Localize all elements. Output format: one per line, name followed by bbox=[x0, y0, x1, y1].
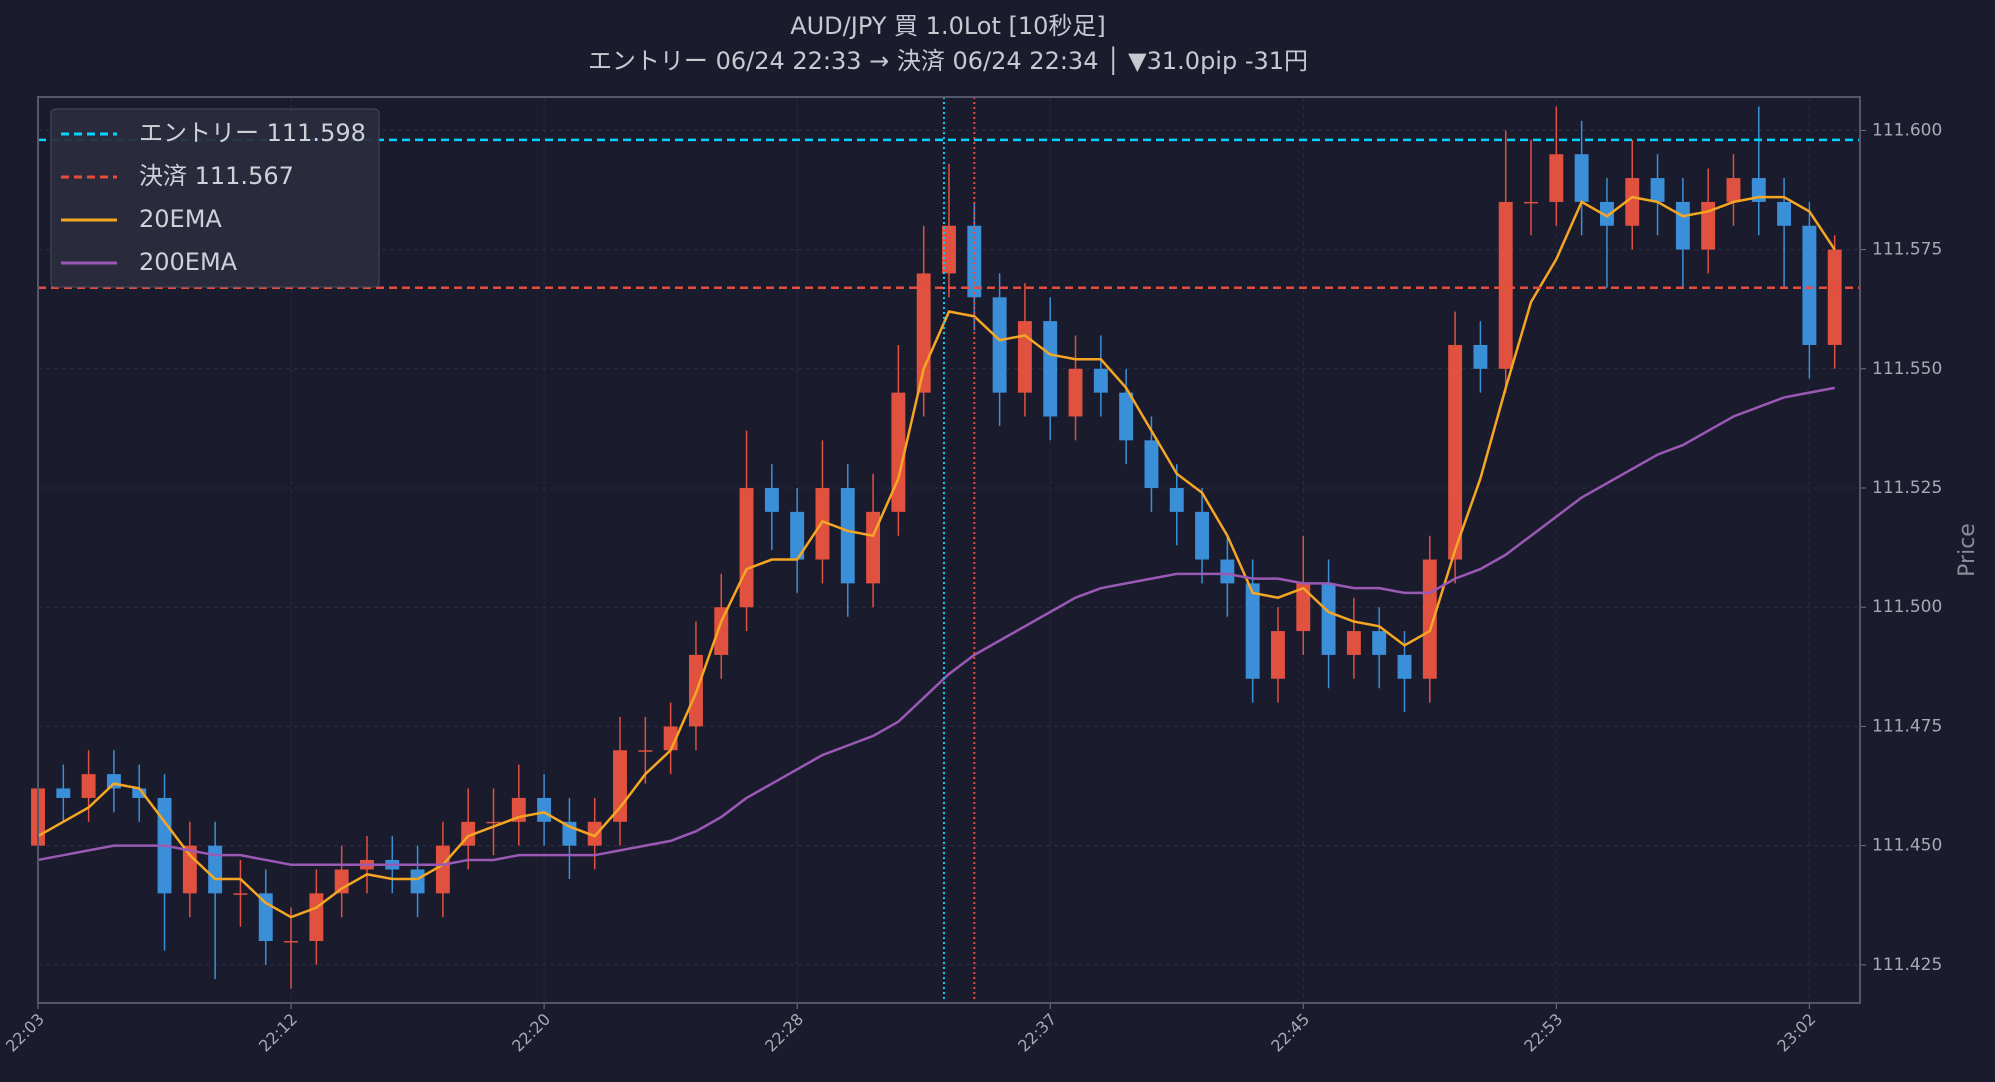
candle-body bbox=[309, 893, 324, 942]
chart-title: AUD/JPY 買 1.0Lot [10秒足] bbox=[790, 12, 1106, 40]
candle-body bbox=[182, 845, 197, 894]
candle-body bbox=[1726, 178, 1741, 202]
y-tick-label: 111.575 bbox=[1872, 240, 1942, 260]
candle-body bbox=[815, 488, 830, 560]
y-tick-label: 111.550 bbox=[1872, 359, 1942, 379]
candle-body bbox=[1397, 654, 1412, 679]
candle-body bbox=[132, 788, 147, 798]
candle-body bbox=[1549, 154, 1564, 202]
legend-label: 決済 111.567 bbox=[139, 162, 294, 190]
candle-body bbox=[587, 821, 602, 846]
candle-body bbox=[638, 750, 653, 752]
candle-body bbox=[1119, 392, 1134, 441]
chart-subtitle: エントリー 06/24 22:33 → 決済 06/24 22:34 │ ▼31… bbox=[588, 46, 1308, 75]
candle-body bbox=[81, 774, 96, 798]
candle-body bbox=[56, 788, 71, 798]
candle-body bbox=[1169, 488, 1184, 512]
ema-line bbox=[37, 195, 1836, 919]
candle-body bbox=[1245, 583, 1260, 679]
y-tick-label: 111.450 bbox=[1872, 836, 1942, 856]
candle-body bbox=[208, 845, 223, 894]
candle-body bbox=[1195, 511, 1210, 560]
candle-body bbox=[410, 869, 425, 894]
candle-body bbox=[1524, 201, 1538, 204]
candle-body bbox=[106, 774, 121, 789]
y-axis-label: Price bbox=[1955, 523, 1980, 577]
y-tick-label: 111.425 bbox=[1872, 955, 1942, 975]
candle-body bbox=[486, 821, 501, 824]
candle-body bbox=[1777, 201, 1792, 226]
legend-label: 20EMA bbox=[139, 205, 222, 233]
candle-body bbox=[840, 488, 855, 584]
candle-body bbox=[967, 225, 982, 298]
candle-body bbox=[613, 750, 627, 822]
candle-body bbox=[1296, 583, 1311, 632]
candle-body bbox=[1144, 440, 1159, 489]
candle-body bbox=[916, 273, 931, 393]
legend-label: エントリー 111.598 bbox=[139, 119, 366, 147]
y-tick-label: 111.500 bbox=[1872, 597, 1942, 617]
candle-body bbox=[764, 488, 779, 512]
candle-body bbox=[992, 297, 1007, 393]
candle-body bbox=[1321, 583, 1336, 655]
candle-body bbox=[1701, 201, 1716, 250]
y-tick-label: 111.525 bbox=[1872, 478, 1942, 498]
plot-border bbox=[37, 96, 1861, 1004]
legend-box bbox=[50, 108, 380, 288]
candle-body bbox=[1650, 178, 1665, 202]
candle-body bbox=[1599, 201, 1614, 226]
candle-body bbox=[1498, 201, 1513, 369]
candle-body bbox=[891, 392, 906, 512]
y-tick-label: 111.475 bbox=[1872, 716, 1942, 736]
candle-body bbox=[942, 225, 956, 274]
candle-body bbox=[1220, 559, 1235, 584]
candle-body bbox=[739, 488, 754, 608]
candle-body bbox=[233, 893, 248, 895]
candle-body bbox=[1473, 344, 1488, 369]
candle-body bbox=[537, 797, 552, 822]
candle-body bbox=[435, 845, 450, 894]
candle-body bbox=[1068, 368, 1083, 417]
ema-line bbox=[37, 386, 1835, 866]
candle-body bbox=[1346, 631, 1361, 655]
candle-body bbox=[1422, 559, 1437, 679]
y-tick-label: 111.600 bbox=[1872, 120, 1942, 140]
candle-body bbox=[1271, 631, 1285, 679]
candle-body bbox=[1448, 344, 1463, 560]
candle-body bbox=[1625, 178, 1640, 226]
candle-body bbox=[1043, 321, 1058, 417]
legend-label: 200EMA bbox=[139, 248, 238, 276]
candle-body bbox=[1017, 321, 1032, 393]
candle-body bbox=[1802, 225, 1817, 345]
candle-body bbox=[1574, 154, 1589, 202]
candle-body bbox=[714, 607, 729, 655]
candle-body bbox=[790, 511, 805, 560]
candle-body bbox=[258, 893, 273, 942]
candle-body bbox=[284, 941, 299, 943]
candle-body bbox=[1093, 368, 1108, 393]
candle-body bbox=[1675, 201, 1690, 250]
candle-body bbox=[1372, 631, 1387, 655]
candle-body bbox=[1827, 249, 1842, 345]
